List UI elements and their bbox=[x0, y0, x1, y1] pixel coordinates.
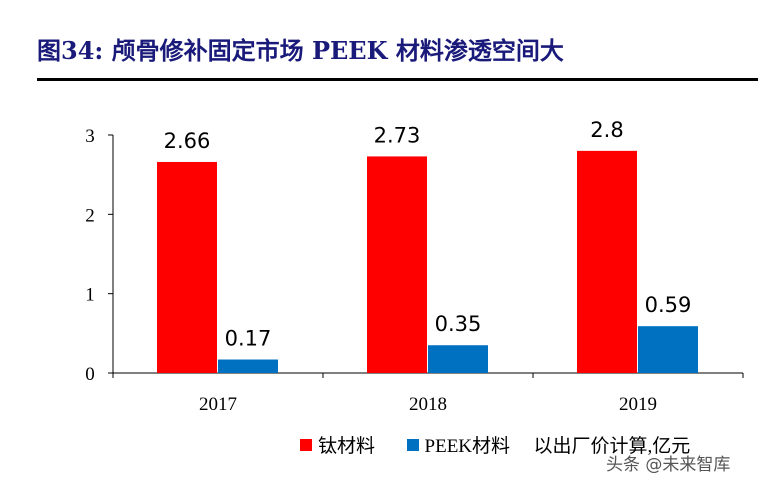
chart-title: 图34: 颅骨修补固定市场 PEEK 材料渗透空间大 bbox=[37, 36, 564, 65]
data-label: 0.35 bbox=[435, 312, 482, 336]
y-tick-label: 3 bbox=[85, 126, 95, 147]
data-label: 2.66 bbox=[164, 129, 211, 153]
x-tick-label: 2019 bbox=[619, 394, 657, 415]
data-label: 0.59 bbox=[645, 293, 692, 317]
watermark: 头条 @未来智库 bbox=[606, 455, 731, 475]
bar-2017-1 bbox=[218, 359, 278, 373]
y-tick-label: 0 bbox=[85, 364, 95, 385]
bar-2017-0 bbox=[157, 161, 217, 373]
bar-2019-0 bbox=[577, 150, 637, 373]
data-label: 2.8 bbox=[590, 118, 623, 142]
x-tick-label: 2018 bbox=[409, 394, 447, 415]
y-tick-label: 1 bbox=[85, 285, 95, 306]
unit-note: 以出厂价计算,亿元 bbox=[533, 436, 691, 457]
bar-2018-1 bbox=[428, 345, 488, 373]
data-label: 2.73 bbox=[374, 123, 421, 147]
x-tick-label: 2017 bbox=[199, 394, 237, 415]
data-label: 0.17 bbox=[225, 327, 272, 351]
bar-2018-0 bbox=[367, 156, 427, 373]
title-rule bbox=[37, 78, 758, 81]
y-tick-label: 2 bbox=[85, 205, 95, 226]
legend: 钛材料 PEEK材料 以出厂价计算,亿元 bbox=[300, 431, 690, 458]
legend-swatch-peek bbox=[406, 439, 419, 451]
legend-swatch-titanium bbox=[300, 439, 312, 451]
legend-label-peek: PEEK材料 bbox=[424, 436, 511, 457]
legend-label-titanium: 钛材料 bbox=[318, 436, 376, 457]
bar-2019-1 bbox=[638, 326, 698, 373]
